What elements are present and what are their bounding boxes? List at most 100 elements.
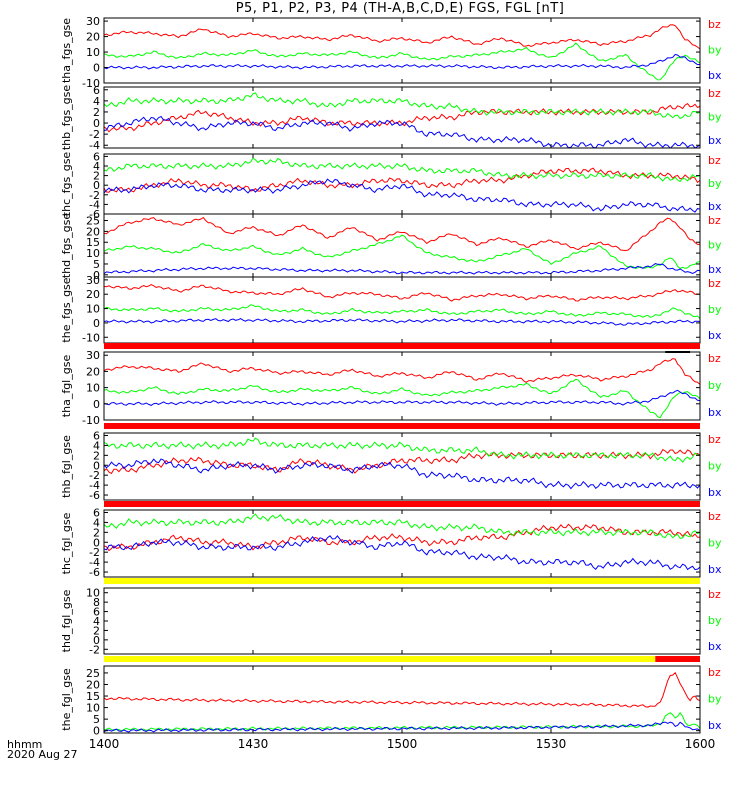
- y-tick-label: 30: [86, 15, 100, 28]
- panel-frame: [103, 351, 701, 421]
- y-tick-label: -6: [89, 489, 100, 502]
- series-bz-the_fgl_gse: [104, 671, 700, 708]
- y-tick-label: 8: [93, 596, 100, 609]
- y-tick-label: 25: [86, 667, 100, 680]
- y-tick-label: 6: [93, 150, 100, 163]
- y-tick-label: 20: [86, 225, 100, 238]
- y-tick-label: 20: [86, 288, 100, 301]
- y-tick-label: 6: [93, 84, 100, 97]
- y-tick-label: -2: [89, 189, 100, 202]
- series-by-tha_fgl_gse: [104, 378, 700, 419]
- series-by-the_fgs_gse: [104, 304, 700, 319]
- flag-bar-red: [104, 423, 700, 429]
- legend-bz: bz: [708, 277, 721, 290]
- legend-bz: bz: [708, 433, 721, 446]
- y-tick-label: 20: [86, 365, 100, 378]
- y-tick-label: 0: [93, 269, 100, 282]
- y-tick-label: 10: [86, 702, 100, 715]
- flag-marker: [665, 351, 691, 353]
- x-tick-label: 1400: [89, 737, 120, 751]
- series-bx-thd_fgs_gse: [104, 263, 700, 275]
- series-by-thb_fgs_gse: [104, 92, 700, 120]
- legend-bx: bx: [708, 263, 722, 276]
- panel-frame: [103, 153, 701, 215]
- y-tick-label: 20: [86, 31, 100, 44]
- y-tick-label: 10: [86, 46, 100, 59]
- series-bz-tha_fgl_gse: [104, 358, 700, 385]
- series-bz-thc_fgs_gse: [104, 167, 700, 193]
- y-tick-label: 5: [93, 713, 100, 726]
- legend-by: by: [708, 177, 722, 190]
- series-by-the_fgl_gse: [104, 711, 700, 732]
- legend-bx: bx: [708, 719, 722, 732]
- y-tick-label: 10: [86, 587, 100, 600]
- flag-bar-red: [655, 656, 700, 662]
- y-tick-label: 0: [93, 317, 100, 330]
- legend-bz: bz: [708, 18, 721, 31]
- ylabel-thc_fgl_gse: thc_fgl_gse: [60, 512, 73, 574]
- legend-bx: bx: [708, 200, 722, 213]
- flag-bar-red: [104, 343, 700, 349]
- y-tick-label: 6: [93, 506, 100, 519]
- series-bx-tha_fgs_gse: [104, 53, 700, 70]
- date-label: 2020 Aug 27: [7, 748, 78, 761]
- y-tick-label: 25: [86, 215, 100, 228]
- legend-bz: bz: [708, 214, 721, 227]
- chart-title: P5, P1, P2, P3, P4 (TH-A,B,C,D,E) FGS, F…: [235, 1, 565, 16]
- series-by-thc_fgl_gse: [104, 513, 700, 539]
- y-tick-label: 2: [93, 526, 100, 539]
- legend-bz: bz: [708, 87, 721, 100]
- y-tick-label: 10: [86, 382, 100, 395]
- legend-by: by: [708, 460, 722, 473]
- ylabel-thc_fgs_gse: thc_fgs_gse: [60, 152, 73, 217]
- flag-bar-yellow: [104, 656, 656, 662]
- y-tick-label: -2: [89, 469, 100, 482]
- series-bx-thb_fgs_gse: [104, 115, 700, 148]
- series-by-thd_fgs_gse: [104, 234, 700, 270]
- ylabel-the_fgs_gse: the_fgs_gse: [60, 277, 73, 342]
- ylabel-thb_fgs_gse: thb_fgs_gse: [60, 85, 73, 151]
- time-axis-label: hhmm: [7, 738, 43, 751]
- x-tick-label: 1500: [387, 737, 418, 751]
- legend-by: by: [708, 614, 722, 627]
- legend-by: by: [708, 693, 722, 706]
- y-tick-label: 10: [86, 247, 100, 260]
- y-tick-label: 30: [86, 274, 100, 287]
- legend-bx: bx: [708, 486, 722, 499]
- legend-by: by: [708, 379, 722, 392]
- y-tick-label: 4: [93, 160, 100, 173]
- y-tick-label: -4: [89, 139, 100, 152]
- y-tick-label: 0: [93, 725, 100, 738]
- y-tick-label: -2: [89, 128, 100, 141]
- series-bz-thd_fgs_gse: [104, 216, 700, 252]
- y-tick-label: 15: [86, 690, 100, 703]
- panel-frame: [103, 86, 701, 149]
- y-tick-label: 4: [93, 615, 100, 628]
- series-bz-thb_fgs_gse: [104, 103, 700, 133]
- panel-tha_fgl_gse: 30 20 10 0 -10 tha_fgl_gse bz by bx: [60, 349, 722, 427]
- y-tick-label: 6: [93, 606, 100, 619]
- y-tick-label: -6: [89, 208, 100, 221]
- y-tick-label: 2: [93, 449, 100, 462]
- y-tick-label: 2: [93, 170, 100, 183]
- series-by-tha_fgs_gse: [104, 42, 700, 81]
- panel-frame: [103, 587, 701, 655]
- y-tick-label: 4: [93, 95, 100, 108]
- legend-bx: bx: [708, 69, 722, 82]
- legend-bx: bx: [708, 329, 722, 342]
- series-bz-the_fgs_gse: [104, 284, 700, 302]
- y-tick-label: -2: [89, 643, 100, 656]
- ylabel-tha_fgs_gse: tha_fgs_gse: [60, 18, 73, 83]
- series-bx-thc_fgs_gse: [104, 178, 700, 213]
- y-tick-label: 2: [93, 624, 100, 637]
- legend-bx: bx: [708, 134, 722, 147]
- flag-bar-red: [104, 501, 700, 507]
- y-tick-label: 0: [93, 117, 100, 130]
- legend-bz: bz: [708, 352, 721, 365]
- legend-bz: bz: [708, 510, 721, 523]
